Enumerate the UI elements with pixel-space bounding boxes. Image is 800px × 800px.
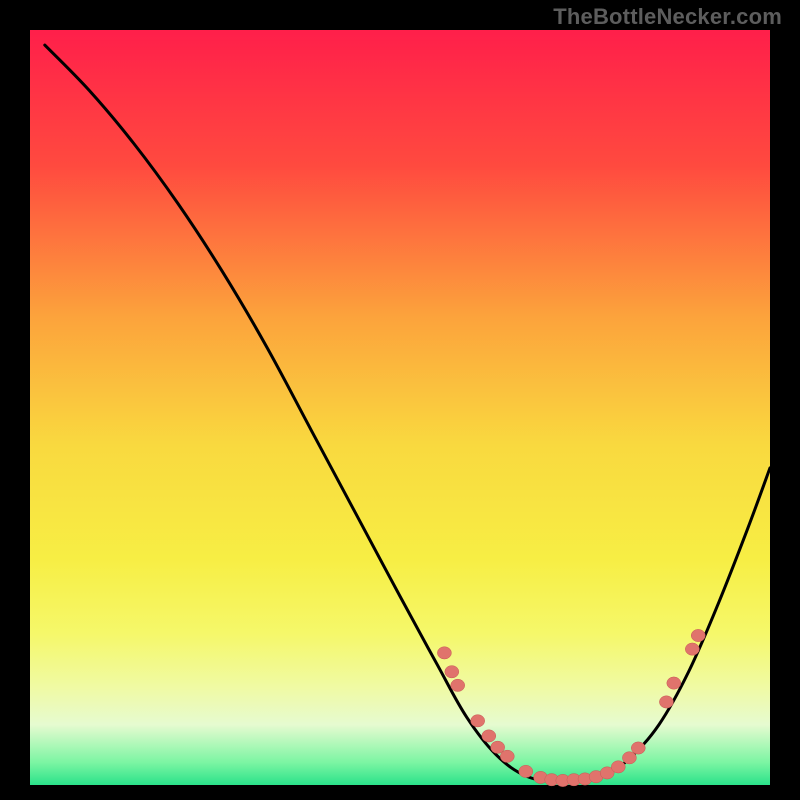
data-marker bbox=[519, 765, 533, 777]
data-marker bbox=[631, 742, 645, 754]
chart-frame: TheBottleNecker.com bbox=[0, 0, 800, 800]
data-marker bbox=[667, 677, 681, 689]
data-marker bbox=[691, 629, 705, 641]
data-marker bbox=[622, 752, 636, 764]
data-marker bbox=[437, 647, 451, 659]
data-marker bbox=[482, 730, 496, 742]
data-marker bbox=[451, 679, 465, 691]
bottleneck-curve-chart bbox=[0, 0, 800, 800]
data-marker bbox=[659, 696, 673, 708]
data-marker bbox=[445, 666, 459, 678]
data-marker bbox=[500, 750, 514, 762]
data-marker bbox=[471, 715, 485, 727]
data-marker bbox=[611, 761, 625, 773]
data-marker bbox=[685, 643, 699, 655]
plot-background bbox=[30, 30, 770, 785]
